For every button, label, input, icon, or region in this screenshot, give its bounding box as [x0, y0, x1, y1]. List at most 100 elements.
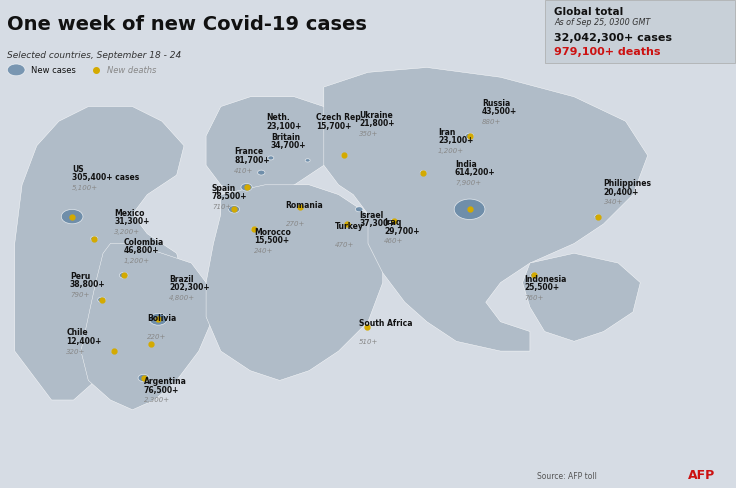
Text: 240+: 240+ [254, 248, 273, 254]
FancyBboxPatch shape [7, 24, 648, 454]
Text: 46,800+: 46,800+ [124, 246, 159, 255]
Circle shape [299, 206, 302, 208]
Text: As of Sep 25, 0300 GMT: As of Sep 25, 0300 GMT [554, 18, 651, 27]
Text: Russia: Russia [482, 99, 510, 107]
Polygon shape [206, 185, 383, 381]
Text: 20,400+: 20,400+ [604, 187, 639, 196]
Text: 305,400+ cases: 305,400+ cases [72, 173, 139, 182]
Polygon shape [81, 244, 213, 410]
Text: Morocco: Morocco [254, 228, 291, 237]
Polygon shape [15, 107, 184, 400]
Text: 202,300+: 202,300+ [169, 283, 210, 291]
Text: 5,100+: 5,100+ [72, 184, 98, 190]
Text: 23,100+: 23,100+ [438, 136, 473, 145]
Text: Peru: Peru [70, 272, 91, 281]
Circle shape [342, 154, 347, 158]
Circle shape [7, 65, 25, 77]
Text: 460+: 460+ [384, 238, 403, 244]
Text: 510+: 510+ [359, 338, 378, 344]
Text: Mexico: Mexico [114, 208, 144, 217]
Text: Source: AFP toll: Source: AFP toll [537, 471, 597, 480]
Text: Turkey: Turkey [335, 222, 364, 231]
Circle shape [465, 134, 474, 140]
Text: 15,700+: 15,700+ [316, 122, 352, 130]
Text: Chile: Chile [66, 328, 88, 337]
Text: Philippines: Philippines [604, 179, 651, 188]
Circle shape [119, 273, 128, 279]
Text: 2,300+: 2,300+ [144, 397, 169, 403]
Circle shape [252, 228, 256, 231]
Circle shape [112, 350, 116, 353]
Text: South Africa: South Africa [359, 318, 413, 327]
Text: US: US [72, 164, 84, 173]
Text: New cases: New cases [31, 66, 76, 75]
Text: Spain: Spain [212, 184, 236, 193]
Text: Iraq: Iraq [384, 218, 402, 227]
Circle shape [138, 375, 149, 382]
Circle shape [390, 220, 397, 224]
Text: Neth.: Neth. [266, 113, 290, 122]
Text: Czech Rep.: Czech Rep. [316, 113, 364, 122]
Text: 350+: 350+ [359, 131, 378, 137]
Text: France: France [234, 147, 263, 156]
Text: 4,800+: 4,800+ [169, 294, 195, 300]
Circle shape [365, 326, 368, 328]
Polygon shape [206, 98, 339, 195]
Text: 470+: 470+ [335, 242, 354, 248]
Text: Argentina: Argentina [144, 377, 186, 386]
Text: 34,700+: 34,700+ [271, 141, 306, 150]
Text: 880+: 880+ [482, 119, 501, 124]
Circle shape [258, 171, 265, 176]
Text: 790+: 790+ [70, 292, 89, 298]
Polygon shape [324, 68, 648, 351]
Circle shape [268, 157, 274, 161]
Text: 29,700+: 29,700+ [384, 226, 420, 235]
Text: 37,300+: 37,300+ [359, 219, 394, 228]
Text: Colombia: Colombia [124, 238, 164, 246]
Circle shape [305, 160, 310, 163]
Text: Global total: Global total [554, 7, 623, 17]
Text: 76,500+: 76,500+ [144, 385, 179, 394]
Circle shape [98, 298, 105, 303]
Circle shape [91, 237, 98, 242]
Text: 32,042,300+ cases: 32,042,300+ cases [554, 33, 672, 42]
Text: AFP: AFP [688, 468, 715, 481]
Circle shape [595, 215, 601, 219]
Text: 12,400+: 12,400+ [66, 336, 102, 345]
Text: One week of new Covid-19 cases: One week of new Covid-19 cases [7, 15, 367, 34]
Text: 25,500+: 25,500+ [524, 283, 559, 291]
Text: India: India [455, 160, 477, 168]
Circle shape [150, 344, 152, 345]
Text: Indonesia: Indonesia [524, 274, 567, 283]
Text: 270+: 270+ [286, 221, 305, 227]
Text: 78,500+: 78,500+ [212, 192, 247, 201]
FancyBboxPatch shape [545, 1, 735, 63]
Text: Romania: Romania [286, 201, 323, 210]
Circle shape [346, 224, 349, 225]
Text: 23,100+: 23,100+ [266, 122, 302, 130]
Text: 43,500+: 43,500+ [482, 107, 517, 116]
Text: 38,800+: 38,800+ [70, 280, 105, 289]
Text: 614,200+: 614,200+ [455, 168, 495, 177]
Circle shape [355, 207, 363, 212]
Text: 220+: 220+ [147, 333, 166, 339]
Circle shape [420, 171, 426, 175]
Text: Ukraine: Ukraine [359, 111, 393, 120]
Circle shape [454, 200, 485, 220]
Text: Selected countries, September 18 - 24: Selected countries, September 18 - 24 [7, 51, 182, 60]
Text: 7,900+: 7,900+ [455, 180, 481, 185]
Text: 979,100+ deaths: 979,100+ deaths [554, 47, 661, 57]
Text: Israel: Israel [359, 211, 383, 220]
Text: 81,700+: 81,700+ [234, 156, 269, 164]
Text: Brazil: Brazil [169, 274, 194, 283]
Text: 3,200+: 3,200+ [114, 228, 140, 234]
Text: Bolivia: Bolivia [147, 313, 177, 322]
Text: 340+: 340+ [604, 199, 623, 205]
Text: 15,500+: 15,500+ [254, 236, 289, 245]
Circle shape [229, 206, 239, 213]
Text: Britain: Britain [271, 133, 300, 142]
Circle shape [241, 184, 252, 192]
Text: 1,200+: 1,200+ [438, 148, 464, 154]
Text: New deaths: New deaths [107, 66, 156, 75]
Circle shape [149, 314, 167, 325]
